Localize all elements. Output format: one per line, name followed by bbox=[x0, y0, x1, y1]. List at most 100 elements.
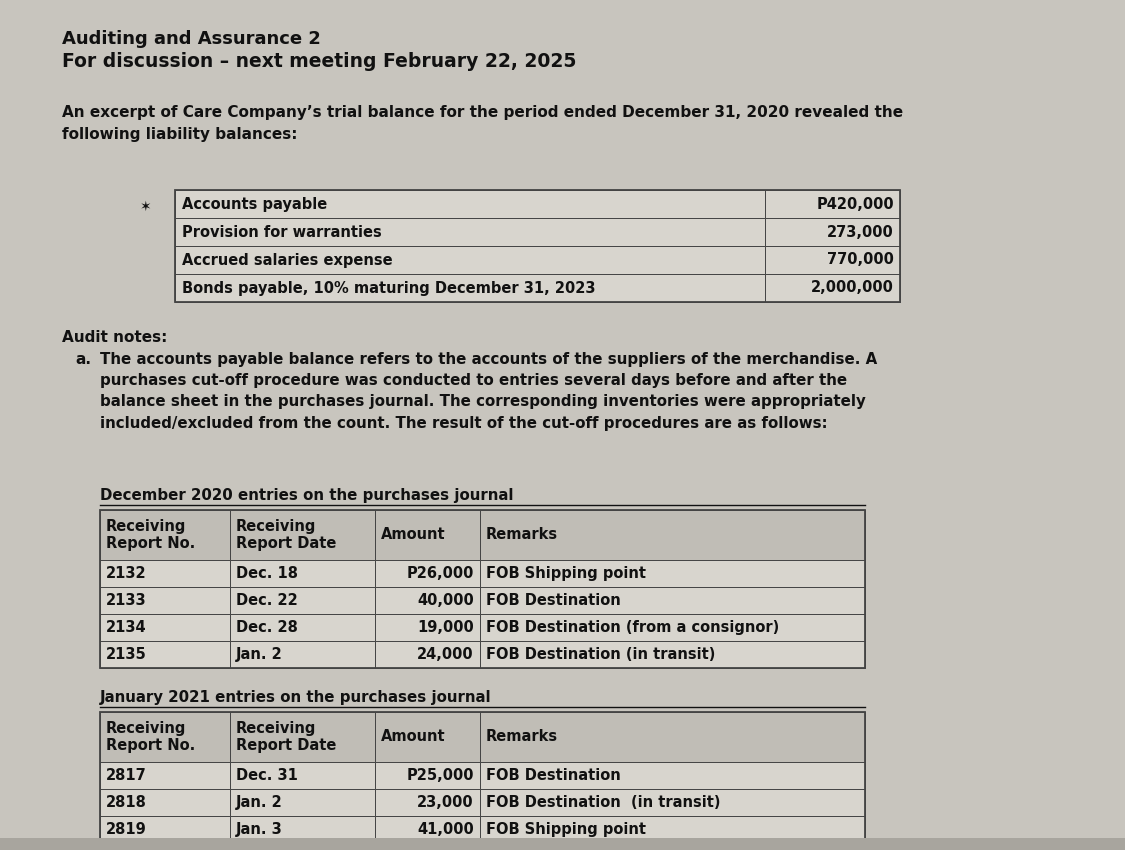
Text: The accounts payable balance refers to the accounts of the suppliers of the merc: The accounts payable balance refers to t… bbox=[100, 352, 878, 431]
Text: December 2020 entries on the purchases journal: December 2020 entries on the purchases j… bbox=[100, 488, 513, 503]
Text: FOB Destination (in transit): FOB Destination (in transit) bbox=[486, 647, 716, 662]
Bar bbox=[100, 789, 230, 816]
Text: FOB Destination: FOB Destination bbox=[486, 768, 621, 783]
Bar bbox=[480, 816, 865, 843]
Text: 2818: 2818 bbox=[106, 795, 147, 810]
Bar bbox=[229, 712, 375, 762]
Text: P420,000: P420,000 bbox=[817, 196, 894, 212]
Text: Receiving
Report Date: Receiving Report Date bbox=[236, 721, 336, 753]
Bar bbox=[480, 587, 865, 614]
Bar bbox=[480, 789, 865, 816]
Bar bbox=[229, 510, 375, 560]
Text: Amount: Amount bbox=[381, 729, 446, 745]
Bar bbox=[100, 587, 230, 614]
Text: Bonds payable, 10% maturing December 31, 2023: Bonds payable, 10% maturing December 31,… bbox=[182, 280, 595, 296]
Text: January 2021 entries on the purchases journal: January 2021 entries on the purchases jo… bbox=[100, 690, 492, 705]
Bar bbox=[229, 641, 375, 668]
Text: 19,000: 19,000 bbox=[417, 620, 474, 635]
Bar bbox=[100, 712, 230, 762]
Bar bbox=[375, 587, 480, 614]
Text: Provision for warranties: Provision for warranties bbox=[182, 224, 381, 240]
Text: Accrued salaries expense: Accrued salaries expense bbox=[182, 252, 393, 268]
Bar bbox=[100, 762, 230, 789]
Text: 2817: 2817 bbox=[106, 768, 146, 783]
Bar bbox=[100, 510, 230, 560]
Text: For discussion – next meeting February 22, 2025: For discussion – next meeting February 2… bbox=[62, 52, 576, 71]
Bar bbox=[176, 246, 765, 274]
Text: Accounts payable: Accounts payable bbox=[182, 196, 327, 212]
Bar bbox=[765, 218, 900, 246]
Text: Amount: Amount bbox=[381, 528, 446, 542]
Text: FOB Shipping point: FOB Shipping point bbox=[486, 822, 646, 837]
Text: Jan. 2: Jan. 2 bbox=[236, 795, 282, 810]
Text: 2132: 2132 bbox=[106, 566, 146, 581]
Bar bbox=[480, 510, 865, 560]
Text: Dec. 28: Dec. 28 bbox=[236, 620, 298, 635]
Bar bbox=[375, 614, 480, 641]
Text: a.: a. bbox=[75, 352, 91, 367]
Bar bbox=[375, 712, 480, 762]
Text: FOB Destination  (in transit): FOB Destination (in transit) bbox=[486, 795, 720, 810]
Bar bbox=[480, 614, 865, 641]
Bar bbox=[765, 274, 900, 302]
Text: An excerpt of Care Company’s trial balance for the period ended December 31, 202: An excerpt of Care Company’s trial balan… bbox=[62, 105, 903, 142]
Text: 2135: 2135 bbox=[106, 647, 146, 662]
Bar bbox=[176, 190, 900, 302]
Text: 2,000,000: 2,000,000 bbox=[811, 280, 894, 296]
Text: 23,000: 23,000 bbox=[417, 795, 474, 810]
Text: 40,000: 40,000 bbox=[417, 593, 474, 608]
Bar bbox=[480, 712, 865, 762]
Text: Jan. 2: Jan. 2 bbox=[236, 647, 282, 662]
Text: FOB Shipping point: FOB Shipping point bbox=[486, 566, 646, 581]
Text: 273,000: 273,000 bbox=[827, 224, 894, 240]
Text: Receiving
Report No.: Receiving Report No. bbox=[106, 721, 196, 753]
Text: 24,000: 24,000 bbox=[417, 647, 474, 662]
Bar bbox=[765, 246, 900, 274]
Bar bbox=[375, 816, 480, 843]
Bar bbox=[100, 560, 230, 587]
Text: P26,000: P26,000 bbox=[406, 566, 474, 581]
Text: Auditing and Assurance 2: Auditing and Assurance 2 bbox=[62, 30, 321, 48]
Text: ✶: ✶ bbox=[140, 200, 152, 214]
Bar bbox=[375, 560, 480, 587]
Text: Audit notes:: Audit notes: bbox=[62, 330, 168, 345]
Bar bbox=[100, 712, 865, 843]
Bar bbox=[375, 641, 480, 668]
Text: Remarks: Remarks bbox=[486, 528, 558, 542]
Bar bbox=[229, 762, 375, 789]
Text: Dec. 22: Dec. 22 bbox=[236, 593, 298, 608]
Text: Dec. 31: Dec. 31 bbox=[236, 768, 298, 783]
Bar bbox=[100, 614, 230, 641]
Bar bbox=[100, 510, 865, 668]
Bar bbox=[480, 560, 865, 587]
Bar bbox=[480, 762, 865, 789]
Bar bbox=[100, 641, 230, 668]
Bar bbox=[176, 274, 765, 302]
Text: 2134: 2134 bbox=[106, 620, 146, 635]
Bar bbox=[229, 560, 375, 587]
Text: P25,000: P25,000 bbox=[406, 768, 474, 783]
Text: Receiving
Report Date: Receiving Report Date bbox=[236, 518, 336, 551]
Text: Dec. 18: Dec. 18 bbox=[236, 566, 298, 581]
Bar bbox=[480, 641, 865, 668]
Bar bbox=[176, 218, 765, 246]
Bar bbox=[229, 614, 375, 641]
Text: 770,000: 770,000 bbox=[827, 252, 894, 268]
Bar bbox=[375, 789, 480, 816]
Bar bbox=[100, 816, 230, 843]
Bar bbox=[375, 762, 480, 789]
Text: 41,000: 41,000 bbox=[417, 822, 474, 837]
Text: Remarks: Remarks bbox=[486, 729, 558, 745]
Bar bbox=[375, 510, 480, 560]
Text: 2133: 2133 bbox=[106, 593, 146, 608]
Bar bbox=[229, 587, 375, 614]
Bar bbox=[229, 789, 375, 816]
Text: FOB Destination: FOB Destination bbox=[486, 593, 621, 608]
Text: 2819: 2819 bbox=[106, 822, 146, 837]
Bar bbox=[229, 816, 375, 843]
Text: Jan. 3: Jan. 3 bbox=[236, 822, 282, 837]
Bar bbox=[765, 190, 900, 218]
Text: FOB Destination (from a consignor): FOB Destination (from a consignor) bbox=[486, 620, 780, 635]
Text: Receiving
Report No.: Receiving Report No. bbox=[106, 518, 196, 551]
Bar bbox=[0, 838, 1125, 850]
